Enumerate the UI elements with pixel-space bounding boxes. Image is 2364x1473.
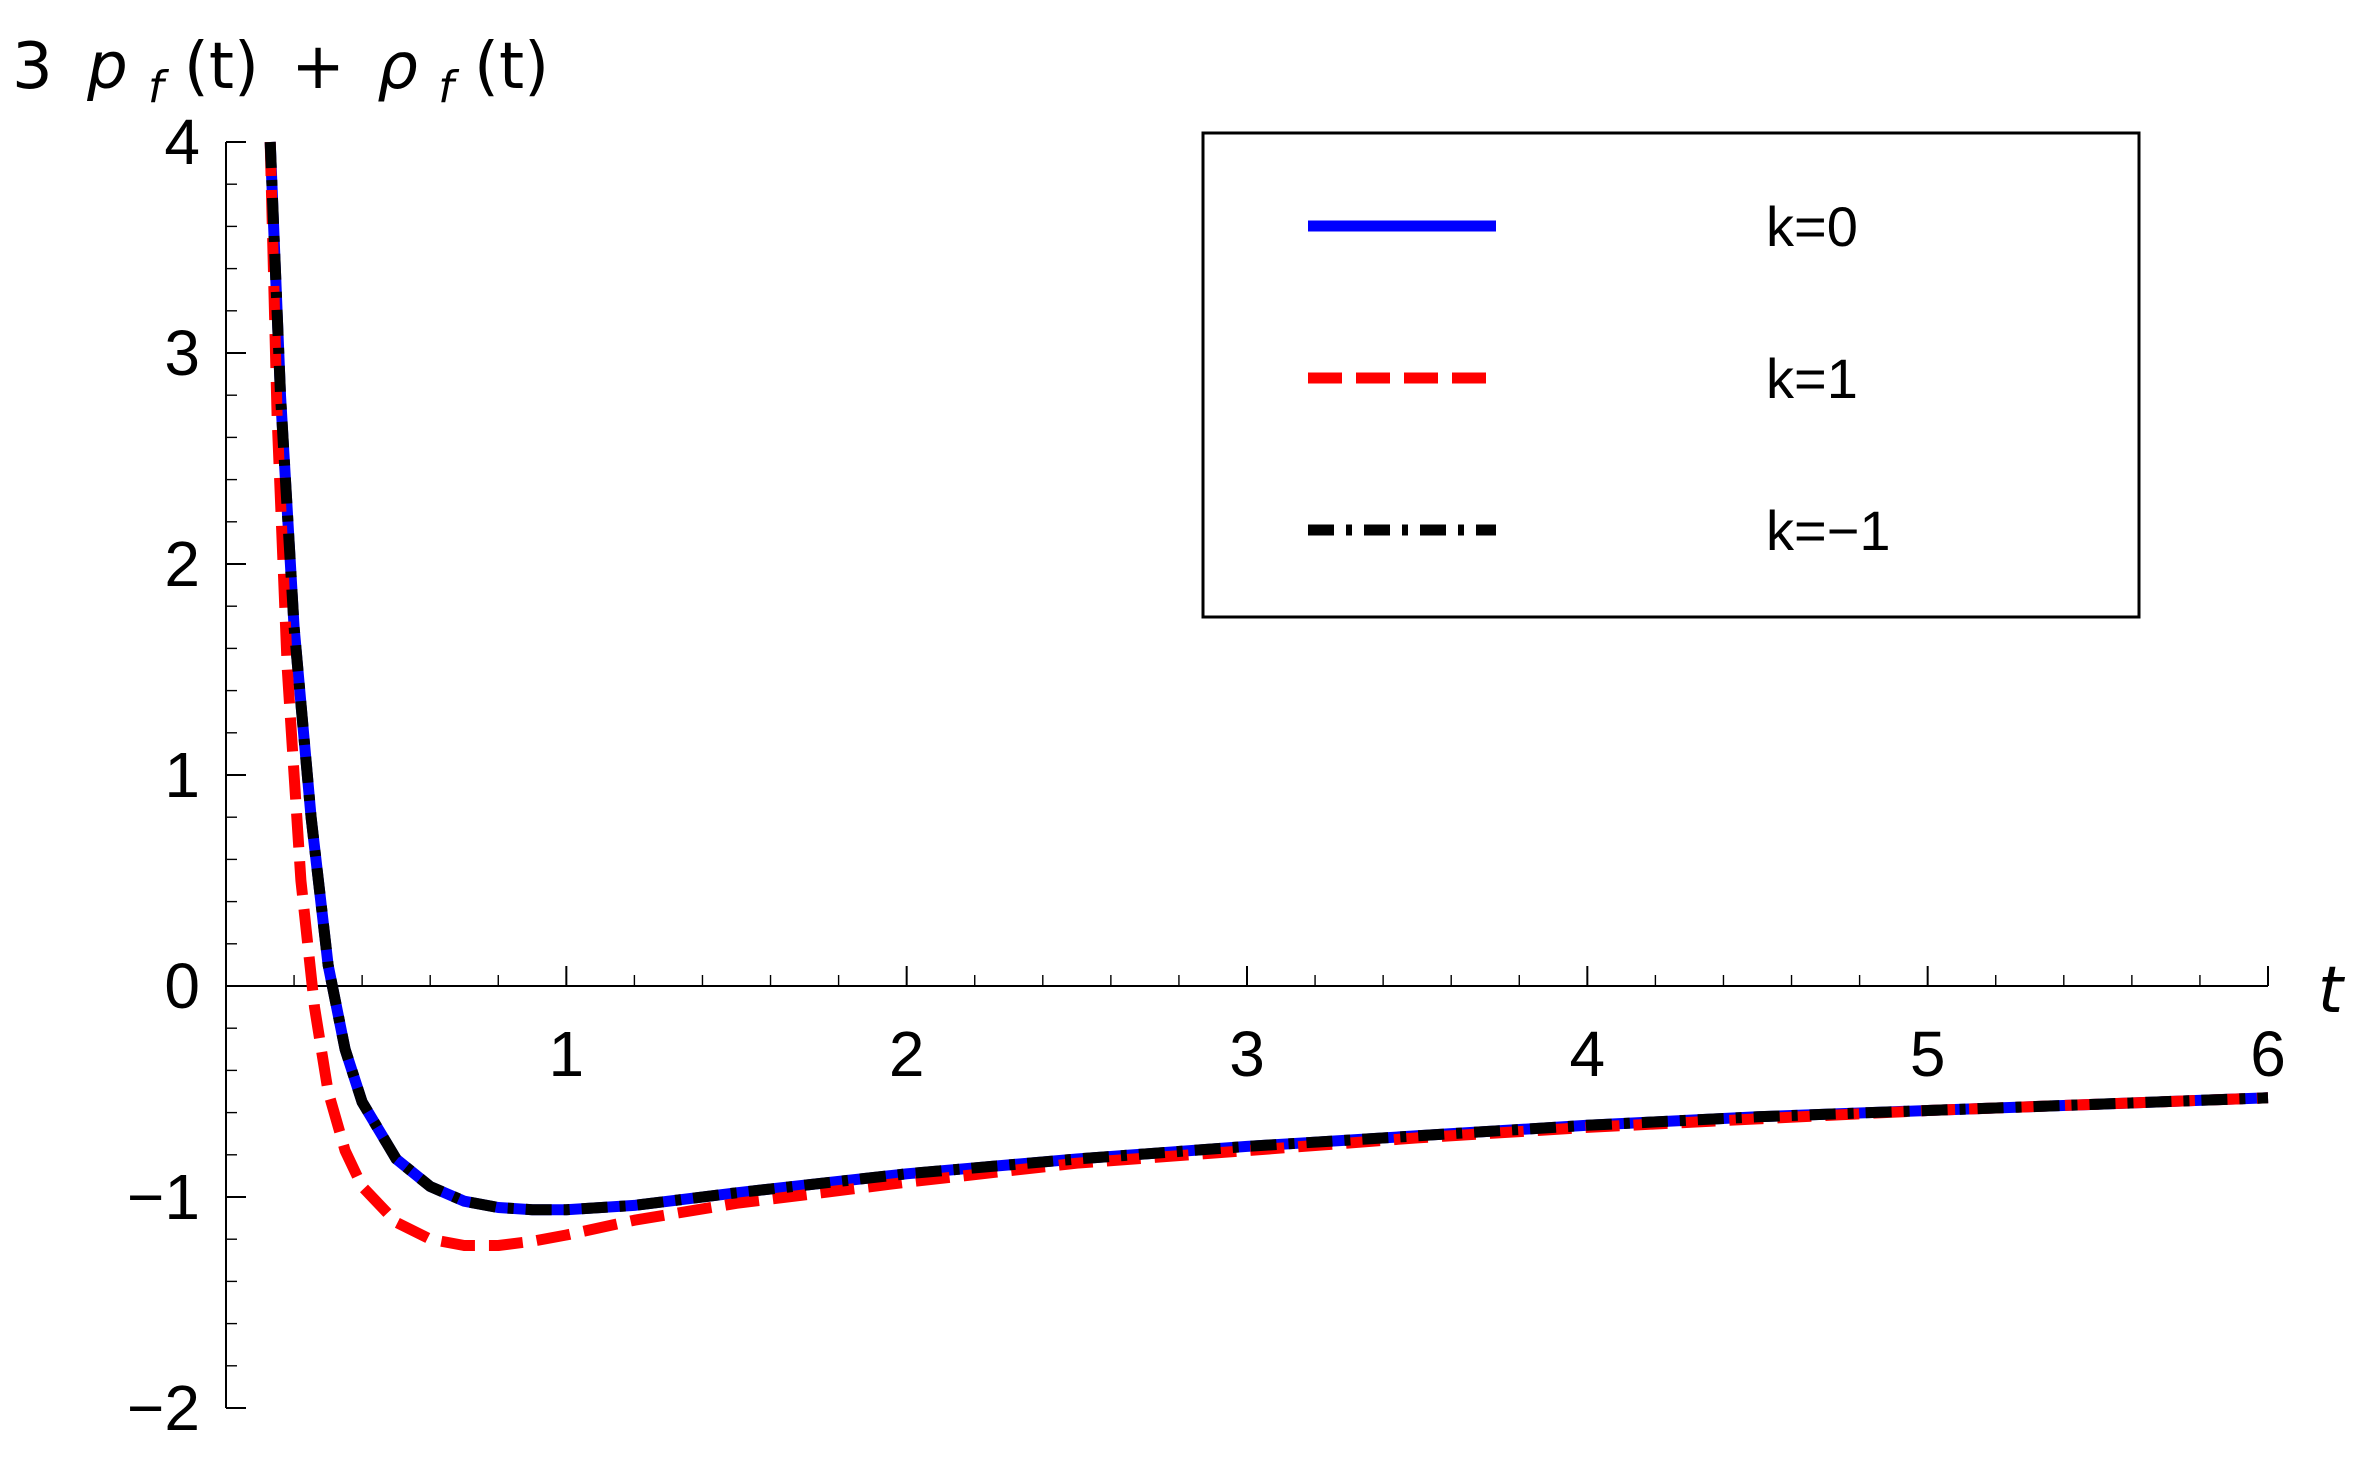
x-tick-label: 5 <box>1910 1018 1946 1090</box>
legend: k=0 k=1 k=−1 <box>1201 131 2141 619</box>
y-tick-label: −2 <box>127 1372 200 1444</box>
y-tick-label: 0 <box>164 950 200 1022</box>
axes: 1 2 3 4 5 6 4 3 2 1 0 −1 −2 <box>127 106 2286 1444</box>
y-title-rho: ρ <box>377 30 418 104</box>
x-axis-title: t <box>2318 954 2346 1028</box>
legend-box <box>1201 131 2141 619</box>
y-tick-label: 1 <box>164 739 200 811</box>
x-tick-label: 6 <box>2250 1018 2286 1090</box>
x-tick-label: 1 <box>549 1018 585 1090</box>
y-title-p: p <box>86 30 128 104</box>
y-title-plus: + <box>291 30 345 104</box>
series-layer <box>264 141 2269 1251</box>
x-tick-label: 4 <box>1570 1018 1606 1090</box>
y-title-arg2: (t) <box>474 30 549 104</box>
x-tick-label: 3 <box>1229 1018 1265 1090</box>
y-title-rho-sub: f <box>438 62 460 113</box>
legend-label-2: k=−1 <box>1766 499 1891 562</box>
y-title-coef: 3 <box>12 30 53 104</box>
y-tick-label: 4 <box>164 106 200 178</box>
y-title-arg1: (t) <box>184 30 259 104</box>
legend-label-0: k=0 <box>1766 195 1858 258</box>
y-axis-title: 3 p f (t) + ρ f (t) <box>12 30 549 118</box>
y-tick-label: −1 <box>127 1161 200 1233</box>
legend-label-1: k=1 <box>1766 347 1858 410</box>
y-tick-label: 2 <box>164 528 200 600</box>
y-tick-label: 3 <box>164 317 200 389</box>
series-line-2 <box>264 141 2269 1216</box>
x-tick-label: 2 <box>889 1018 925 1090</box>
